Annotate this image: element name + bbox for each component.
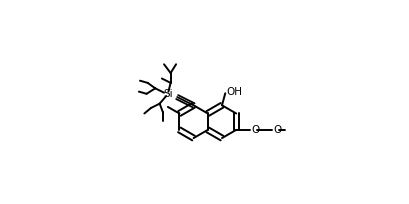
Text: OH: OH — [226, 86, 243, 96]
Text: Si: Si — [164, 89, 173, 99]
Text: O: O — [273, 125, 281, 135]
Text: O: O — [251, 125, 259, 135]
